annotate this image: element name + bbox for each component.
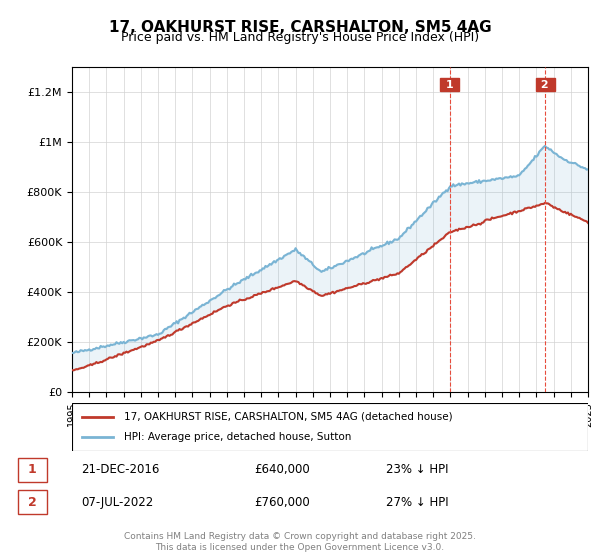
Text: 23% ↓ HPI: 23% ↓ HPI [386, 464, 449, 477]
Text: 17, OAKHURST RISE, CARSHALTON, SM5 4AG: 17, OAKHURST RISE, CARSHALTON, SM5 4AG [109, 20, 491, 35]
Text: £760,000: £760,000 [254, 496, 310, 508]
Text: £640,000: £640,000 [254, 464, 310, 477]
Text: HPI: Average price, detached house, Sutton: HPI: Average price, detached house, Sutt… [124, 432, 351, 442]
Text: 17, OAKHURST RISE, CARSHALTON, SM5 4AG (detached house): 17, OAKHURST RISE, CARSHALTON, SM5 4AG (… [124, 412, 452, 422]
Text: 2: 2 [538, 80, 553, 90]
Text: 21-DEC-2016: 21-DEC-2016 [81, 464, 160, 477]
FancyBboxPatch shape [18, 490, 47, 514]
FancyBboxPatch shape [18, 458, 47, 482]
Text: Price paid vs. HM Land Registry's House Price Index (HPI): Price paid vs. HM Land Registry's House … [121, 31, 479, 44]
Text: 1: 1 [28, 464, 37, 477]
Text: 27% ↓ HPI: 27% ↓ HPI [386, 496, 449, 508]
Text: Contains HM Land Registry data © Crown copyright and database right 2025.
This d: Contains HM Land Registry data © Crown c… [124, 532, 476, 552]
Text: 1: 1 [442, 80, 458, 90]
Text: 2: 2 [28, 496, 37, 508]
FancyBboxPatch shape [72, 403, 588, 451]
Text: 07-JUL-2022: 07-JUL-2022 [81, 496, 154, 508]
